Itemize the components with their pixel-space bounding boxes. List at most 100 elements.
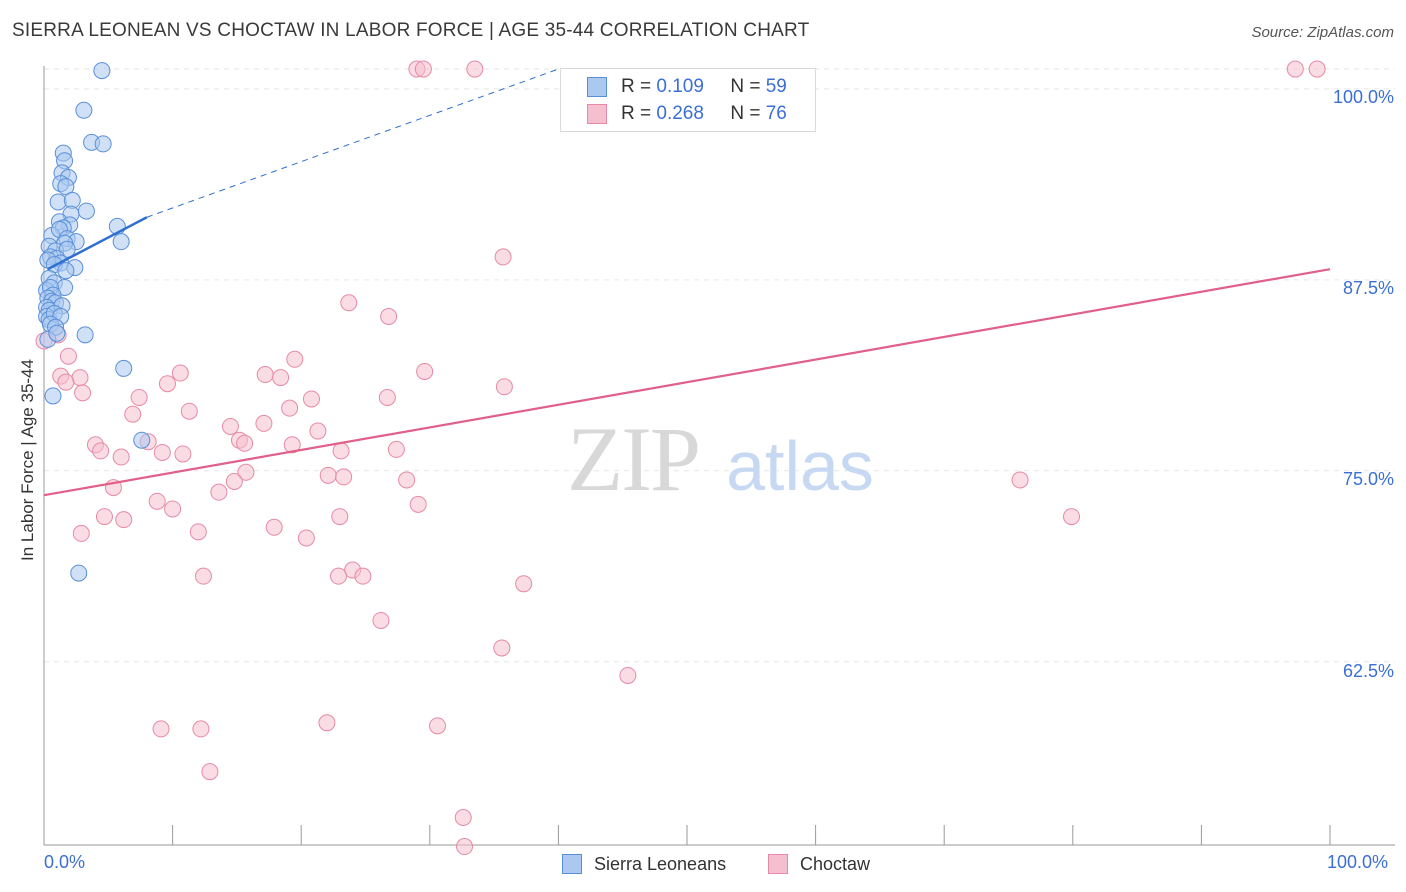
data-point (456, 838, 474, 856)
data-point (398, 471, 416, 489)
legend-r-label: R = (621, 76, 652, 97)
data-point (59, 347, 77, 365)
watermark: ZIP atlas (567, 408, 874, 510)
legend-r-label: R = (621, 103, 652, 124)
watermark-atlas: atlas (726, 427, 874, 505)
data-point (148, 492, 166, 510)
data-point (329, 567, 347, 585)
data-point (495, 378, 513, 396)
data-point (283, 436, 301, 454)
data-point (153, 443, 171, 461)
data-point (57, 262, 75, 280)
choctaw-points (35, 60, 1326, 856)
bottom-legend-label: Sierra Leoneans (594, 853, 727, 874)
data-point (221, 417, 239, 435)
data-point (201, 763, 219, 781)
data-point (1286, 60, 1304, 78)
data-point (1063, 508, 1081, 526)
data-point (256, 366, 274, 384)
data-point (302, 390, 320, 408)
data-point (180, 402, 198, 420)
bottom-legend-sierra-leoneans: Sierra Leoneans (562, 852, 726, 876)
data-point (1308, 60, 1326, 78)
data-point (414, 60, 432, 78)
legend-r-value: 0.109 (656, 76, 704, 97)
y-tick-label-100: 100.0% (1332, 87, 1394, 107)
sierra-leonean-points (38, 62, 151, 582)
data-point (493, 639, 511, 657)
legend-swatch-blue (587, 77, 607, 97)
x-tick-label-0: 0.0% (44, 852, 86, 872)
data-point (164, 500, 182, 518)
data-point (194, 567, 212, 585)
data-point (255, 414, 273, 432)
data-point (158, 375, 176, 393)
y-tick-label-62-5: 62.5% (1342, 661, 1394, 681)
data-point (335, 468, 353, 486)
data-point (189, 523, 207, 541)
data-point (372, 611, 390, 629)
data-point (409, 495, 427, 513)
data-point (48, 324, 66, 342)
data-point (331, 508, 349, 526)
data-point (332, 442, 350, 460)
chart-title: SIERRA LEONEAN VS CHOCTAW IN LABOR FORCE… (12, 20, 810, 41)
legend-n-value: 59 (765, 76, 787, 97)
data-point (130, 388, 148, 406)
data-point (192, 720, 210, 738)
data-point (115, 511, 133, 529)
data-point (309, 422, 327, 440)
sierra-leonean-trend-line (47, 216, 148, 271)
legend-n-value: 76 (765, 103, 787, 124)
data-point (210, 483, 228, 501)
data-point (93, 62, 111, 80)
data-point (272, 369, 290, 387)
bottom-legend-choctaw: Choctaw (768, 852, 870, 876)
data-point (174, 445, 192, 463)
data-point (1011, 471, 1029, 489)
data-point (75, 101, 93, 119)
data-point (71, 369, 89, 387)
data-point (340, 294, 358, 312)
data-point (133, 431, 151, 449)
data-point (225, 472, 243, 490)
x-tick-label-100: 100.0% (1327, 852, 1389, 872)
trend-lines (43, 68, 1331, 497)
data-point (72, 524, 90, 542)
data-point (454, 809, 472, 827)
data-point (171, 364, 189, 382)
data-point (94, 135, 112, 153)
data-point (429, 717, 447, 735)
data-point (70, 564, 88, 582)
sierra-leonean-trend-extension (146, 68, 559, 218)
watermark-zip: ZIP (567, 408, 699, 510)
data-point (77, 202, 95, 220)
data-point (115, 359, 133, 377)
data-point (124, 405, 142, 423)
data-point (92, 442, 110, 460)
data-point (297, 529, 315, 547)
y-tick-label-75: 75.0% (1342, 469, 1394, 489)
data-point (466, 60, 484, 78)
data-point (57, 373, 75, 391)
data-point (378, 388, 396, 406)
data-point (237, 463, 255, 481)
bottom-legend-label: Choctaw (800, 853, 871, 874)
data-point (494, 248, 512, 266)
axes (43, 66, 1395, 846)
data-point (354, 567, 372, 585)
data-point (515, 575, 533, 593)
data-point (95, 508, 113, 526)
grid-lines (44, 68, 1395, 663)
data-point (619, 666, 637, 684)
data-point (387, 440, 405, 458)
correlation-legend: R = 0.109 N = 59 R = 0.268 N = 76 (560, 68, 816, 132)
data-point (380, 308, 398, 326)
data-point (265, 518, 283, 536)
data-point (49, 193, 67, 211)
data-point (236, 434, 254, 452)
y-tick-label-87-5: 87.5% (1342, 278, 1394, 298)
source-credit: Source: ZipAtlas.com (1251, 24, 1394, 41)
choctaw-trend-line (43, 268, 1331, 497)
